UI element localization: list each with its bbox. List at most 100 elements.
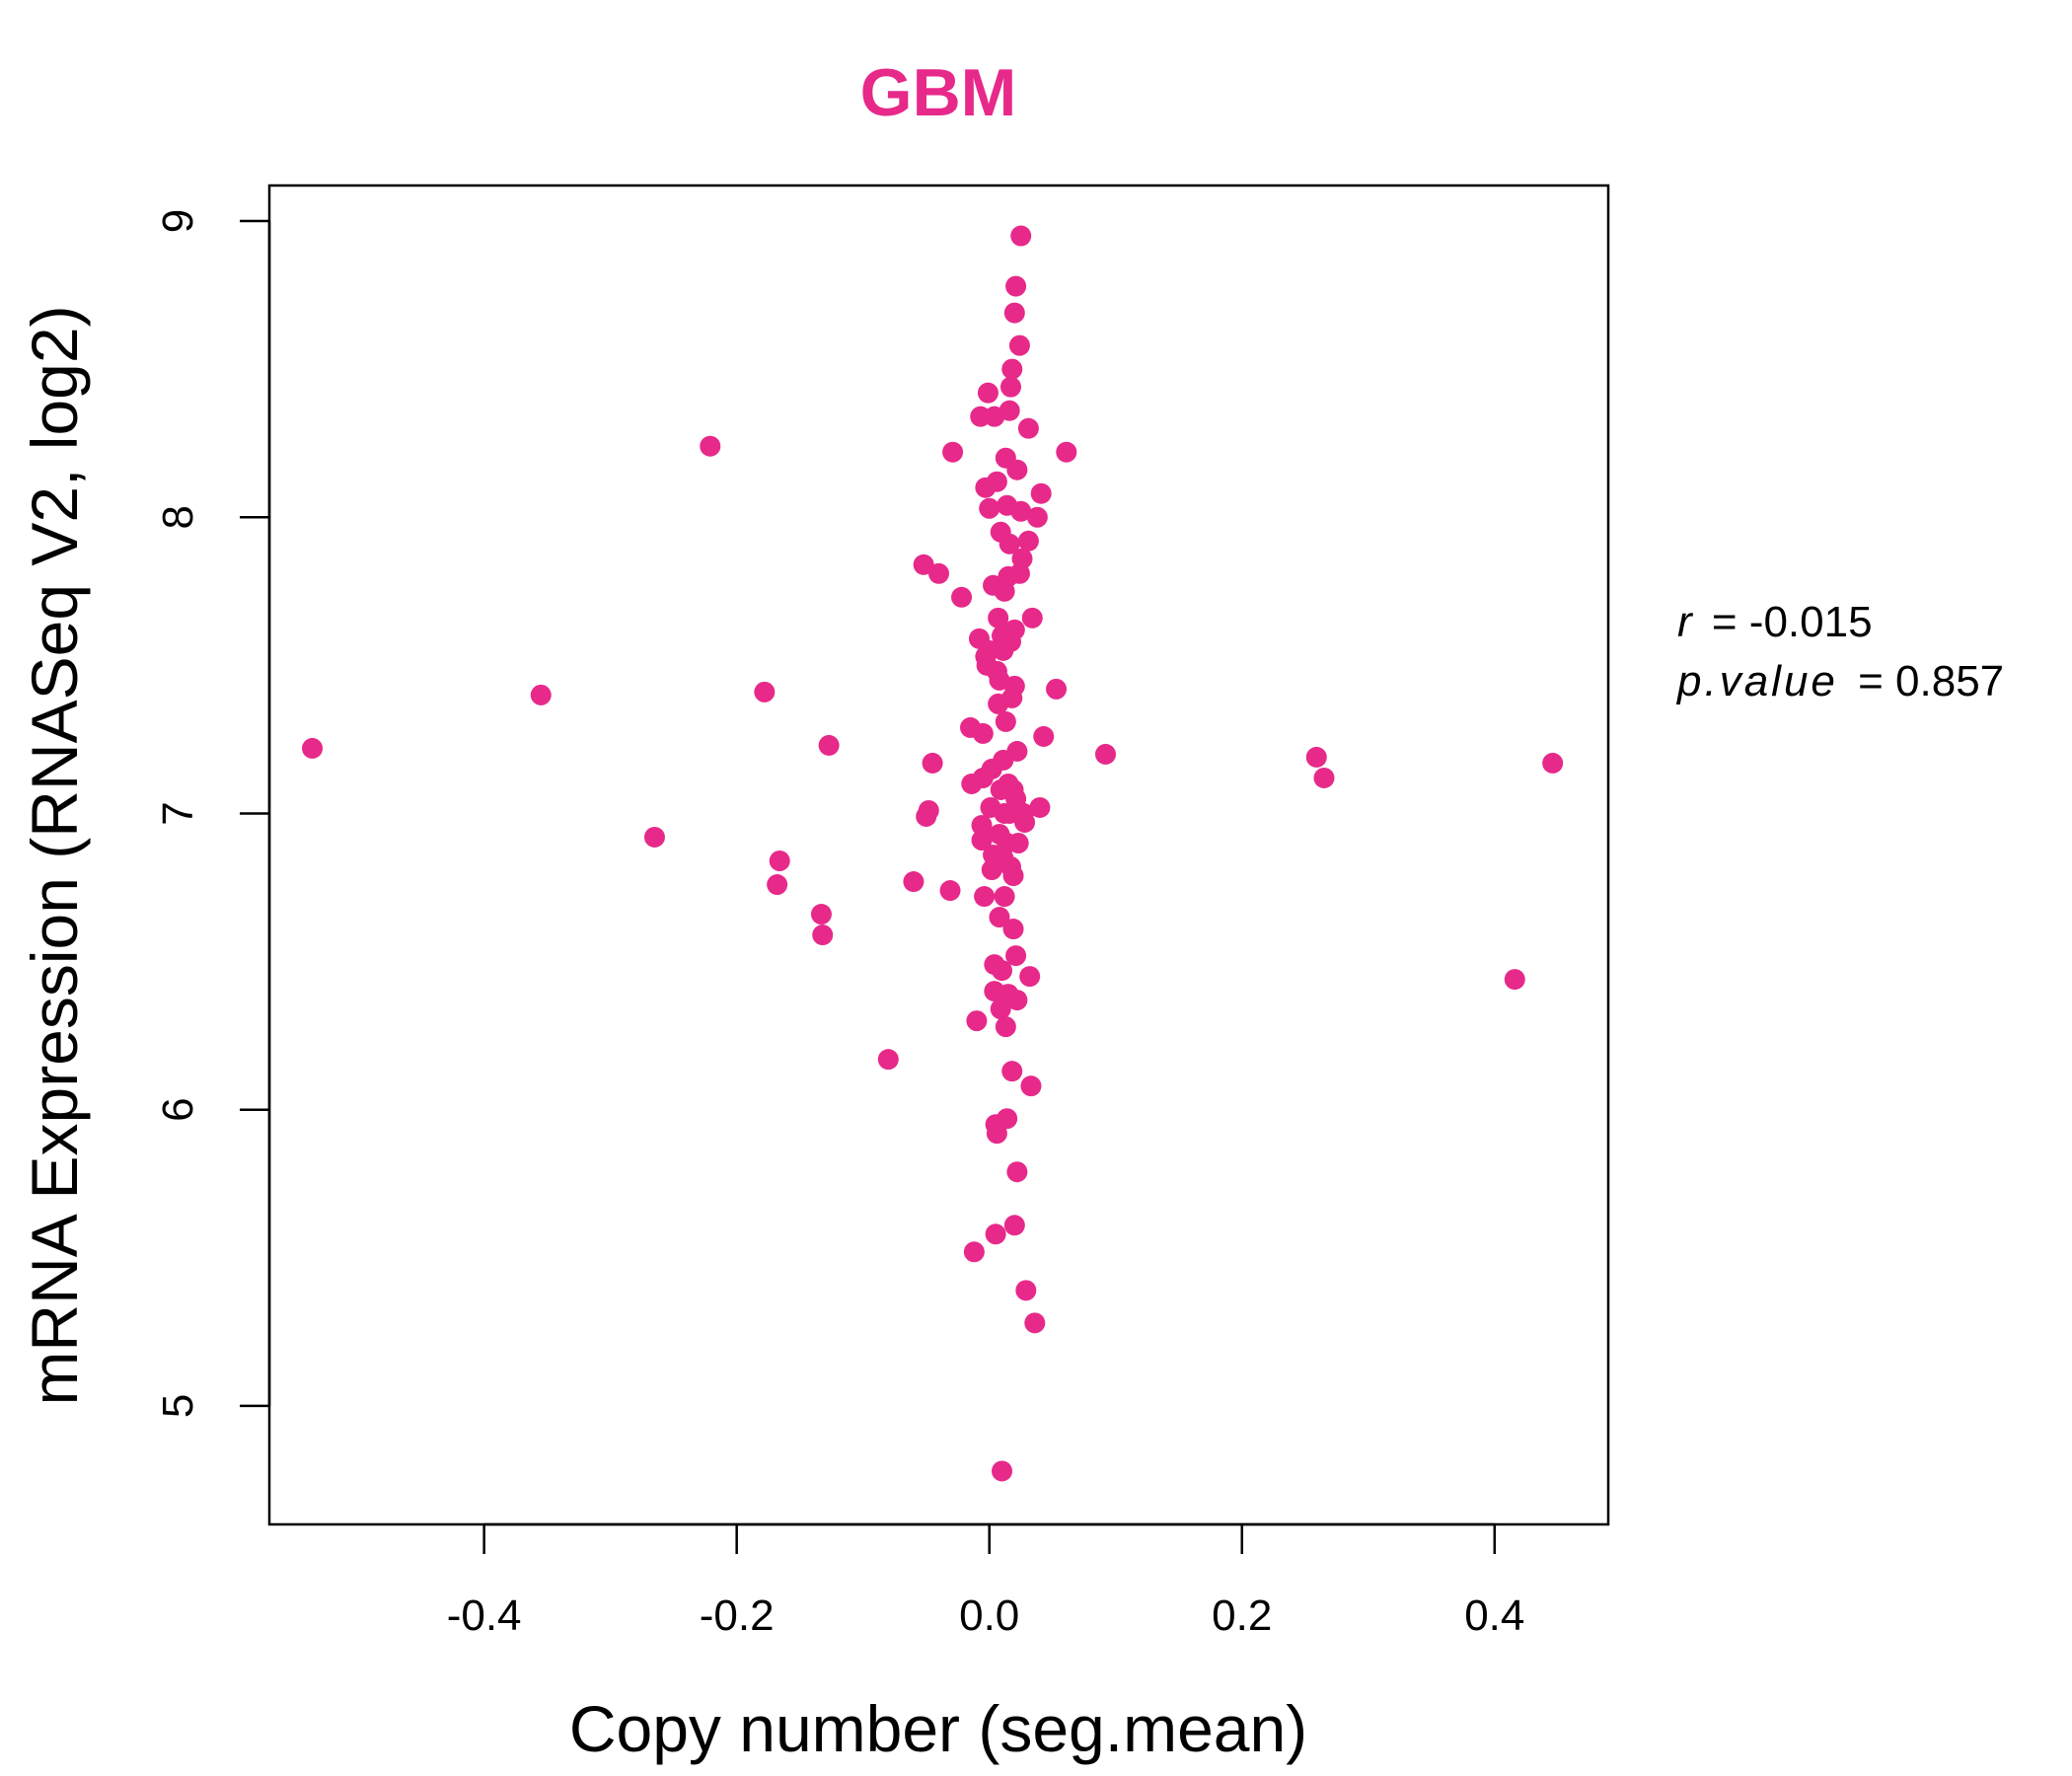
y-tick-label: 6 xyxy=(154,1097,202,1121)
scatter-point xyxy=(985,1223,1006,1245)
scatter-point xyxy=(918,799,939,821)
scatter-point xyxy=(992,1460,1013,1482)
scatter-point xyxy=(1008,334,1030,356)
scatter-point xyxy=(643,826,665,848)
scatter-point xyxy=(999,400,1020,421)
scatter-point xyxy=(1046,678,1068,700)
scatter-point xyxy=(1313,767,1335,788)
x-axis: -0.4 -0.2 0.0 0.2 0.4 xyxy=(447,1522,1524,1640)
scatter-point xyxy=(971,814,993,836)
scatter-point xyxy=(1033,725,1055,747)
scatter-point xyxy=(530,684,552,705)
scatter-point xyxy=(1005,945,1027,967)
scatter-point xyxy=(1056,441,1077,463)
scatter-point xyxy=(818,734,840,756)
scatter-point xyxy=(903,871,925,893)
scatter-point xyxy=(1010,500,1032,522)
scatter-point xyxy=(1014,811,1036,833)
scatter-point xyxy=(1020,1075,1042,1097)
scatter-point xyxy=(913,554,934,575)
scatter-point xyxy=(997,1108,1018,1130)
scatter-point xyxy=(754,681,776,703)
scatter-point xyxy=(1021,607,1043,629)
scatter-point xyxy=(1542,752,1564,774)
scatter-point xyxy=(942,441,964,463)
scatter-point xyxy=(989,907,1010,928)
scatter-point xyxy=(977,382,999,404)
scatter-point xyxy=(999,533,1020,555)
scatter-point xyxy=(971,829,993,851)
correlation-annotation: r = -0.015 xyxy=(1677,598,1873,646)
scatter-point xyxy=(1007,832,1029,853)
x-axis-label: Copy number (seg.mean) xyxy=(569,1692,1307,1765)
scatter-point xyxy=(1005,275,1027,297)
y-axis: 5 6 7 8 9 xyxy=(154,209,271,1418)
scatter-point xyxy=(999,376,1021,398)
scatter-point xyxy=(1029,796,1051,818)
scatter-point xyxy=(1003,302,1025,324)
scatter-point xyxy=(988,607,1009,629)
scatter-point xyxy=(994,886,1015,908)
r-value: = -0.015 xyxy=(1712,598,1873,646)
data-points xyxy=(302,225,1564,1482)
scatter-point xyxy=(1010,225,1032,247)
scatter-point xyxy=(700,435,721,457)
scatter-point xyxy=(1026,506,1048,528)
scatter-point xyxy=(995,1016,1016,1038)
scatter-point xyxy=(1003,619,1025,640)
scatter-point xyxy=(877,1049,899,1071)
scatter-point xyxy=(939,880,961,902)
scatter-point xyxy=(1094,743,1116,765)
scatter-point xyxy=(1006,1161,1028,1183)
scatter-point xyxy=(992,960,1013,982)
scatter-point xyxy=(1030,482,1052,504)
scatter-point xyxy=(1504,969,1525,991)
scatter-point xyxy=(922,752,943,774)
scatter-point xyxy=(995,710,1016,732)
scatter-point xyxy=(1002,919,1024,940)
scatter-point xyxy=(979,497,1000,519)
scatter-point xyxy=(1017,530,1039,552)
scatter-point xyxy=(966,1010,988,1032)
chart-title: GBM xyxy=(860,55,1017,130)
scatter-point xyxy=(1001,1061,1023,1082)
scatter-point xyxy=(1003,1215,1025,1236)
scatter-point xyxy=(928,562,949,584)
scatter-point xyxy=(1006,740,1028,762)
scatter-point xyxy=(810,904,832,925)
y-axis-label: mRNA Expression (RNASeq V2, log2) xyxy=(18,305,91,1405)
scatter-point xyxy=(1002,865,1024,887)
scatter-point xyxy=(986,471,1007,492)
scatter-point xyxy=(1305,746,1327,768)
scatter-point xyxy=(302,737,324,759)
scatter-point xyxy=(1017,417,1039,439)
r-label: r xyxy=(1677,598,1694,646)
scatter-point xyxy=(974,886,996,908)
scatter-point xyxy=(1006,459,1028,481)
x-tick-label: -0.2 xyxy=(700,1591,775,1640)
y-tick-label: 9 xyxy=(154,209,202,233)
scatter-point xyxy=(1006,990,1028,1011)
y-tick-label: 7 xyxy=(154,801,202,825)
scatter-point xyxy=(1019,966,1041,988)
x-tick-label: 0.0 xyxy=(959,1591,1019,1640)
scatter-point xyxy=(767,874,788,896)
scatter-point xyxy=(1015,1280,1037,1301)
x-tick-label: -0.4 xyxy=(447,1591,522,1640)
scatter-point xyxy=(951,586,973,608)
p-label: p.value xyxy=(1675,657,1838,705)
x-tick-label: 0.2 xyxy=(1212,1591,1272,1640)
scatter-point xyxy=(972,722,994,744)
p-value-annotation: p.value = 0.857 xyxy=(1675,657,2004,705)
scatter-point xyxy=(986,1123,1007,1145)
scatter-point xyxy=(812,925,834,946)
scatter-point xyxy=(1003,675,1025,697)
scatter-point xyxy=(1001,358,1023,380)
y-tick-label: 5 xyxy=(154,1394,202,1418)
x-tick-label: 0.4 xyxy=(1464,1591,1524,1640)
y-tick-label: 8 xyxy=(154,505,202,529)
p-value: = 0.857 xyxy=(1858,657,2004,705)
scatter-point xyxy=(1011,548,1033,569)
scatter-point xyxy=(963,1241,985,1263)
